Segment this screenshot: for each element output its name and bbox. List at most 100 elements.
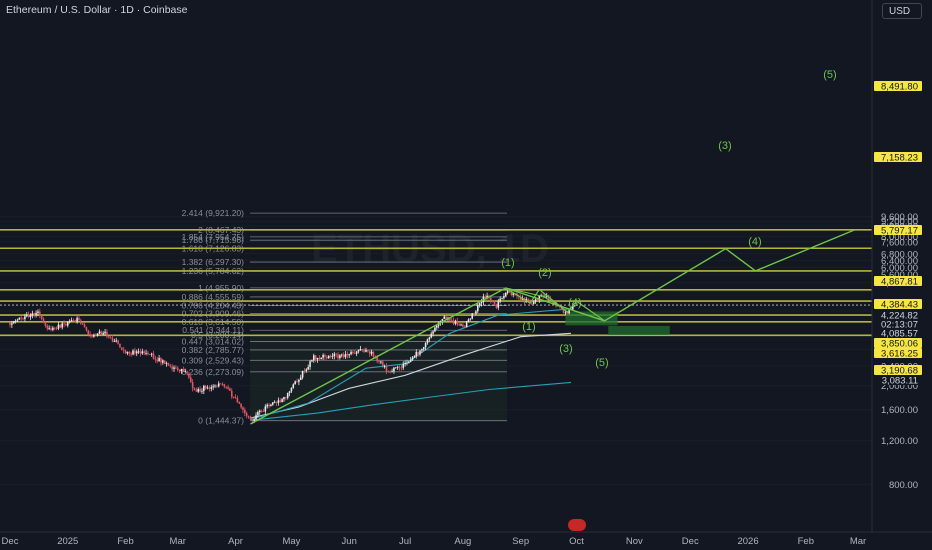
candle-body (119, 343, 121, 348)
time-tick-label: Oct (569, 536, 584, 547)
candle-body (178, 369, 181, 372)
candle-body (383, 366, 386, 368)
candle-body (508, 291, 511, 293)
price-label-background (874, 338, 922, 348)
candle-body (326, 356, 328, 359)
candle-body (391, 371, 393, 373)
time-tick-label: May (282, 536, 300, 547)
price-tick-label: 7,600.00 (881, 237, 918, 248)
candle-body (66, 322, 69, 326)
wave-label: (1) (501, 257, 514, 269)
support-zones[interactable] (565, 311, 670, 335)
candle-body (409, 359, 412, 362)
candle-body (214, 385, 216, 387)
time-tick-label: Dec (682, 536, 699, 547)
candle-body (65, 324, 67, 326)
candle-body (424, 343, 427, 348)
candle-body (456, 320, 459, 325)
candle-body (81, 323, 84, 325)
candle-body (320, 357, 323, 360)
candle-body (160, 358, 162, 363)
candle-body (350, 351, 352, 355)
candle-body (381, 361, 384, 367)
candle-body (109, 337, 112, 339)
candle-body (307, 366, 309, 370)
fib-level-label: 1.382 (6,297.30) (182, 257, 245, 267)
candle-body (83, 324, 86, 328)
candle-body (167, 363, 170, 366)
candle-body (462, 324, 464, 327)
candle-body (534, 299, 537, 302)
candle-body (221, 384, 224, 385)
price-axis[interactable]: 9,600.009,200.008,800.008,000.007,600.00… (871, 0, 932, 550)
candle-body (324, 354, 326, 357)
candle-body (175, 367, 177, 369)
candle-body (130, 353, 132, 355)
time-tick-label: Feb (117, 536, 133, 547)
candle-body (288, 391, 291, 394)
candle-body (370, 351, 373, 354)
candle-body (460, 324, 462, 326)
price-tick-label: 6,000.00 (881, 263, 918, 274)
candle-body (270, 404, 272, 407)
price-label-background (874, 365, 922, 375)
candle-body (199, 388, 201, 392)
candle-body (238, 402, 241, 404)
candle-body (506, 291, 509, 294)
candle-body (279, 400, 282, 402)
currency-button[interactable]: USD (882, 3, 922, 19)
candle-body (333, 353, 336, 357)
candle-body (137, 351, 140, 353)
candle-body (301, 370, 304, 378)
candle-body (245, 413, 248, 416)
candle-body (400, 367, 403, 369)
candle-body (562, 309, 565, 313)
flag-icon[interactable] (568, 519, 586, 531)
candle-body (111, 337, 114, 342)
price-tick-label: 9,600.00 (881, 212, 918, 223)
candle-body (491, 301, 494, 302)
candle-body (318, 357, 321, 360)
candle-body (316, 357, 319, 360)
candle-body (493, 301, 496, 305)
candle-body (152, 353, 155, 359)
candle-body (497, 301, 500, 308)
candle-body (74, 320, 77, 322)
candle-body (296, 381, 298, 383)
candle-body (426, 339, 429, 344)
price-label: 4,867.81 (881, 277, 918, 288)
price-tick-label: 5,600.00 (881, 270, 918, 281)
candle-body (495, 304, 498, 308)
candle-body (163, 360, 166, 364)
candle-body (52, 327, 54, 330)
candle-body (16, 319, 19, 321)
candle-body (314, 355, 317, 360)
candle-body (165, 363, 168, 365)
candle-body (352, 351, 354, 353)
candle-body (519, 296, 522, 300)
horizontal-levels[interactable] (0, 229, 872, 337)
candle-body (96, 333, 99, 336)
price-tick-label: 9,200.00 (881, 217, 918, 228)
fib-level-label: 0.786 (4,204.43) (182, 301, 245, 311)
price-label: 7,158.23 (881, 153, 918, 164)
price-label: 02:13:07 (881, 320, 918, 331)
candle-body (121, 347, 123, 350)
candle-body (61, 323, 63, 328)
candle-body (342, 354, 345, 358)
candle-body (14, 320, 17, 322)
candle-body (208, 387, 211, 389)
fib-level-label: 0.447 (3,014.02) (182, 336, 245, 346)
candle-body (251, 419, 254, 421)
candle-body (204, 385, 207, 389)
elliott-wave-drawing[interactable]: (1) (2) (3) (4) (5) (1) (3) (4) (5) (250, 69, 855, 425)
candle-body (298, 379, 300, 382)
time-axis[interactable]: Dec 2025 Feb Mar Apr May Jun Jul Aug Sep Oct Nov Dec… (0, 531, 932, 547)
fib-fill (250, 334, 507, 421)
price-axis-background (872, 0, 932, 550)
candle-body (59, 324, 62, 328)
candle-body (408, 361, 410, 363)
symbol-title[interactable]: Ethereum / U.S. Dollar · 1D · Coinbase (6, 4, 188, 16)
candle-body (503, 296, 505, 299)
